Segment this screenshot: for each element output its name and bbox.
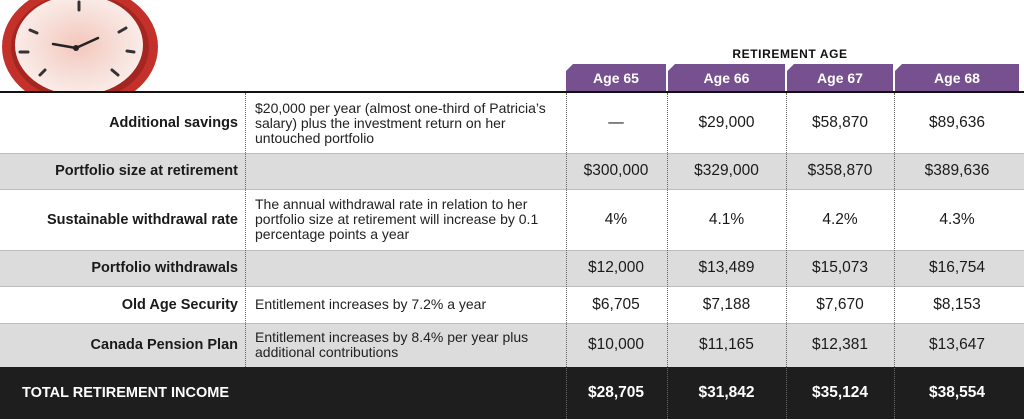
table-row-canada-pension-plan: Canada Pension Plan Entitlement increase…: [0, 323, 1024, 367]
cell-age-68: $389,636: [924, 162, 990, 179]
row-label: Portfolio withdrawals: [91, 260, 238, 276]
cell-age-67: $15,073: [811, 259, 869, 276]
column-header-age-66: Age 66: [668, 64, 785, 92]
cell-age-65: $6,705: [592, 295, 640, 313]
table-row-portfolio-size: Portfolio size at retirement $300,000 $3…: [0, 153, 1024, 189]
cell-age-68: $89,636: [928, 114, 986, 131]
table-row-additional-savings: Additional savings $20,000 per year (alm…: [0, 93, 1024, 153]
cell-age-66: $7,188: [702, 295, 751, 313]
row-description: [255, 250, 555, 286]
row-description: Entitlement increases by 7.2% a year: [255, 296, 487, 312]
row-label: Sustainable withdrawal rate: [47, 211, 238, 228]
cell-age-66: $13,489: [698, 259, 755, 276]
total-age-67: $35,124: [811, 384, 869, 401]
cell-age-67: $58,870: [811, 114, 869, 131]
cell-age-67: 4.2%: [822, 210, 858, 228]
cell-age-66: $29,000: [698, 114, 755, 131]
cell-age-65: —: [608, 114, 624, 131]
row-label: Additional savings: [109, 115, 238, 131]
table-row-old-age-security: Old Age Security Entitlement increases b…: [0, 286, 1024, 323]
row-divider: [0, 286, 1024, 287]
cell-age-65: $300,000: [583, 162, 649, 179]
cell-age-66: $329,000: [694, 162, 759, 179]
total-age-65: $28,705: [587, 384, 645, 401]
cell-age-65: 4%: [604, 210, 628, 228]
cell-age-66: $11,165: [699, 336, 754, 353]
cell-age-68: $8,153: [933, 295, 981, 313]
clock-icon: [2, 0, 158, 93]
row-divider: [0, 189, 1024, 190]
column-header-age-65: Age 65: [566, 64, 666, 92]
total-age-68: $38,554: [928, 384, 986, 401]
cell-age-67: $7,670: [816, 295, 864, 313]
total-age-66: $31,842: [698, 384, 755, 401]
row-divider: [0, 323, 1024, 324]
column-divider: [894, 93, 895, 419]
column-header-age-68: Age 68: [895, 64, 1019, 92]
clock-illustration: [0, 0, 160, 93]
cell-age-65: $10,000: [587, 336, 645, 353]
cell-age-68: $13,647: [928, 336, 986, 353]
column-header-age-67: Age 67: [787, 64, 893, 92]
table-row-total: TOTAL RETIREMENT INCOME $28,705 $31,842 …: [0, 367, 1024, 419]
header-rule: [0, 91, 1024, 93]
table-row-withdrawal-rate: Sustainable withdrawal rate The annual w…: [0, 189, 1024, 250]
row-label: Portfolio size at retirement: [55, 163, 238, 179]
row-description: Entitlement increases by 8.4% per year p…: [255, 329, 529, 360]
column-divider: [566, 93, 567, 419]
row-description: [255, 153, 555, 189]
row-label: Canada Pension Plan: [90, 337, 238, 353]
cell-age-65: $12,000: [587, 259, 645, 276]
column-divider: [667, 93, 668, 419]
column-divider: [245, 93, 246, 367]
cell-age-67: $12,381: [811, 336, 869, 353]
row-description: The annual withdrawal rate in relation t…: [255, 196, 539, 242]
row-divider: [0, 250, 1024, 251]
row-label: Old Age Security: [121, 296, 238, 313]
row-description: $20,000 per year (almost one-third of Pa…: [255, 99, 546, 146]
cell-age-68: $16,754: [928, 259, 986, 276]
retirement-age-heading: RETIREMENT AGE: [732, 47, 848, 61]
cell-age-67: $358,870: [807, 162, 873, 179]
row-divider: [0, 153, 1024, 154]
column-divider: [786, 93, 787, 419]
table-row-portfolio-withdrawals: Portfolio withdrawals $12,000 $13,489 $1…: [0, 250, 1024, 286]
cell-age-66: 4.1%: [708, 210, 745, 228]
cell-age-68: 4.3%: [939, 210, 975, 228]
total-label: TOTAL RETIREMENT INCOME: [22, 385, 230, 401]
